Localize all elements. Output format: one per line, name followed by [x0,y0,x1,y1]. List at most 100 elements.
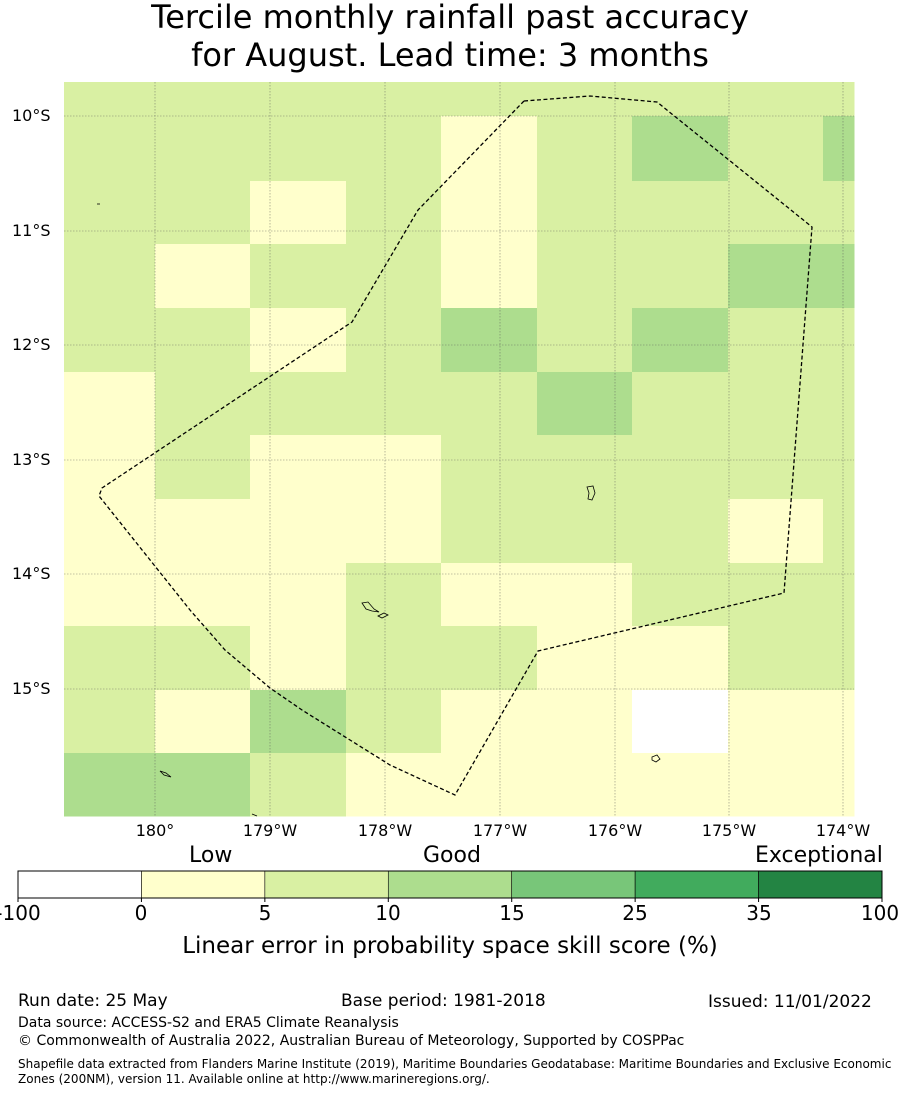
grid-cell [155,690,251,754]
colorbar-segment [141,870,266,899]
grid-cell [346,563,442,627]
grid-cell [155,308,251,373]
lat-label: 11°S [12,221,51,240]
grid-cell [250,690,347,754]
grid-cell [537,181,633,245]
grid-cell [64,690,156,754]
grid-cell [632,308,729,373]
grid-cell [823,308,855,373]
grid-cell [632,82,729,117]
grid-cell [537,499,633,564]
grid-cell [64,372,156,436]
lon-label: 180° [135,821,175,840]
island-icon [651,754,661,763]
quality-label-good: Good [423,843,481,868]
colorbar-tick-label: 10 [375,901,401,925]
run-date: Run date: 25 May [18,991,168,1011]
colorbar-tick-label: 5 [258,901,272,925]
colorbar-outline [17,870,883,899]
island-icon [159,770,172,778]
lat-label: 10°S [12,106,51,125]
islet-icon [251,813,258,817]
grid-cell [346,308,442,373]
grid-cell [632,116,729,182]
grid-cell [155,435,251,500]
island-icon [586,485,596,501]
map-title-line-1: Tercile monthly rainfall past accuracy [151,0,749,36]
grid-cell [346,244,442,309]
copyright: © Commonwealth of Australia 2022, Austra… [18,1033,685,1049]
grid-cell [537,563,633,627]
grid-cell [250,308,347,373]
colorbar-ticks [17,898,883,902]
grid-cell [632,563,729,627]
colorbar-tick-label: 35 [746,901,772,925]
grid-cell [632,244,729,309]
grid-cell [441,181,538,245]
grid-cell [728,181,824,245]
colorbar-tick-label: 100 [860,901,900,925]
grid-cell [346,116,442,182]
grid-cell [250,181,347,245]
grid-cell [823,82,855,117]
grid-cell [632,753,729,817]
grid-cell [64,308,156,373]
grid-cell [728,372,824,436]
lon-label: 179°W [242,821,298,840]
grid-cell [823,435,855,500]
grid-cell [441,308,538,373]
grid-cell [823,244,855,309]
grid-cell [823,499,855,564]
data-source: Data source: ACCESS-S2 and ERA5 Climate … [18,1015,399,1031]
grid-cell [155,244,251,309]
grid-cell [537,435,633,500]
shapefile-credit-line-2: Zones (200NM), version 11. Available onl… [18,1072,490,1086]
lat-label: 15°S [12,679,51,698]
grid-cell [250,435,347,500]
lat-label: 13°S [12,450,51,469]
grid-cell [823,690,855,754]
grid-cell [632,690,729,754]
colorbar-tick-label: 25 [622,901,648,925]
grid-cell [537,244,633,309]
grid-cell [64,82,156,117]
lon-label: 174°W [815,821,871,840]
colorbar-segment [387,870,513,899]
colorbar [17,870,883,899]
grid-cell [155,753,251,817]
grid-cell [823,626,855,691]
grid-cell [728,499,824,564]
grid-cell [346,626,442,691]
grid-cell [346,372,442,436]
colorbar-segment [634,870,759,899]
map-title-line-2: for August. Lead time: 3 months [191,36,709,74]
grid-cell [728,116,824,182]
grid-cell [823,563,855,627]
colorbar-label: Linear error in probability space skill … [182,933,718,959]
colorbar-tick-label: -100 [0,901,41,925]
colorbar-segment [758,870,883,899]
quality-label-low: Low [189,843,233,868]
grid-cell [728,753,824,817]
grid-cell [155,181,251,245]
grid-cell [537,753,633,817]
colorbar-segment [17,870,142,899]
grid-cell [64,244,156,309]
grid-cell [441,626,538,691]
grid-cell [64,626,156,691]
grid-cell [346,435,442,500]
colorbar-tick-label: 15 [499,901,525,925]
colorbar-segment [264,870,389,899]
grid-cell [728,626,824,691]
grid-cell [728,690,824,754]
grid-cell [250,372,347,436]
grid-cell [155,626,251,691]
grid-cell [64,181,156,245]
grid-cell [250,499,347,564]
grid-cell [441,690,538,754]
grid-cell [632,181,729,245]
grid-cell [823,372,855,436]
grid-cell [728,435,824,500]
grid-cell [346,499,442,564]
